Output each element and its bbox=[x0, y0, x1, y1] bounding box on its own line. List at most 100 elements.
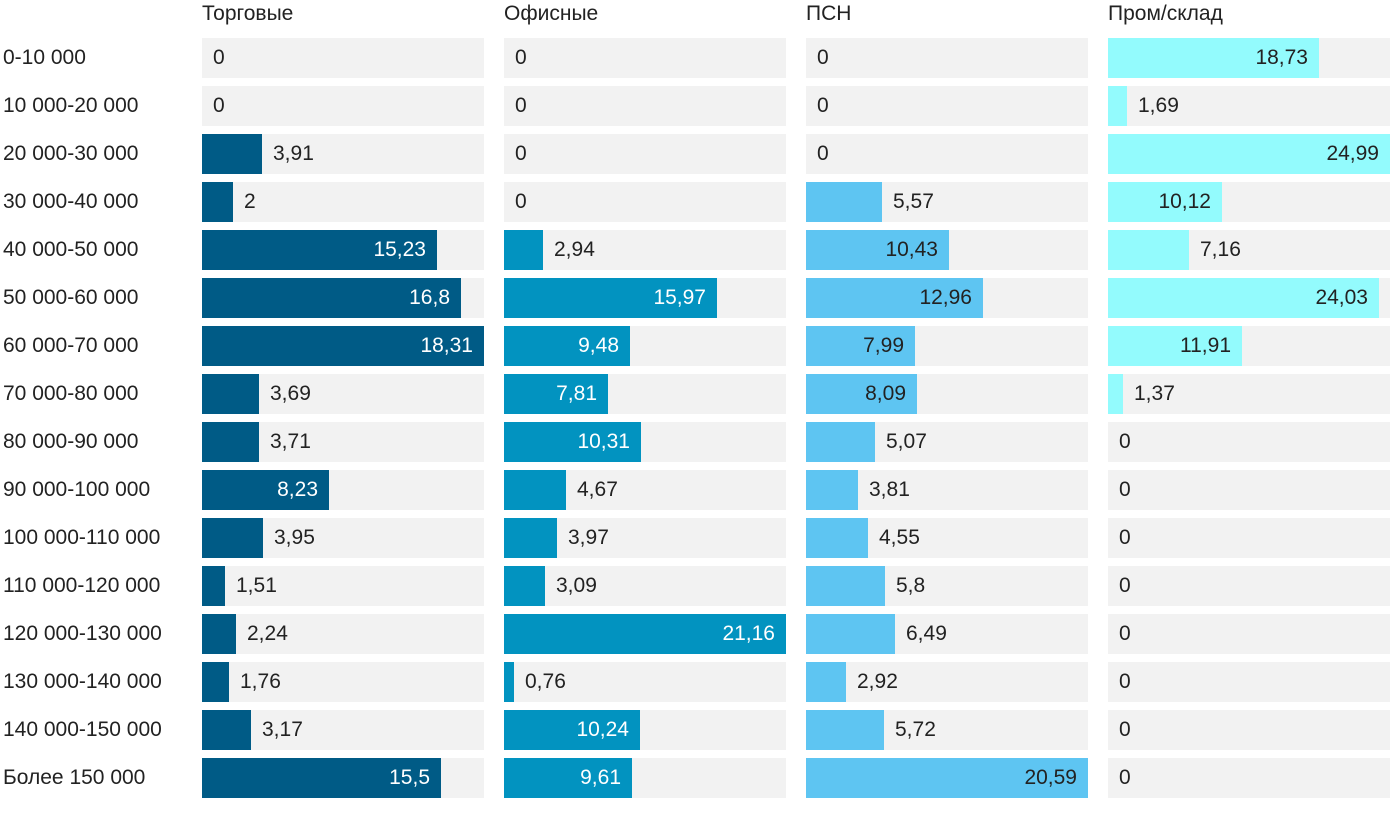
bar-track: 1,69 bbox=[1108, 86, 1390, 126]
bar bbox=[504, 230, 543, 270]
value-label: 6,49 bbox=[906, 622, 947, 645]
bar bbox=[1108, 230, 1189, 270]
value-label: 0 bbox=[515, 142, 527, 165]
bar bbox=[1108, 374, 1123, 414]
value-label: 4,55 bbox=[879, 526, 920, 549]
value-label: 2,92 bbox=[857, 670, 898, 693]
panel-title: Офисные bbox=[504, 2, 599, 25]
bar-track: 8,09 bbox=[806, 374, 1088, 414]
bar-track: 0 bbox=[504, 38, 786, 78]
bar bbox=[504, 758, 632, 798]
value-label: 3,17 bbox=[262, 718, 303, 741]
bar bbox=[504, 422, 641, 462]
category-label: 80 000-90 000 bbox=[3, 430, 139, 453]
bar-track: 9,48 bbox=[504, 326, 786, 366]
value-label: 10,12 bbox=[1158, 190, 1211, 213]
bar bbox=[504, 470, 566, 510]
bar bbox=[806, 710, 884, 750]
category-label: 60 000-70 000 bbox=[3, 334, 139, 357]
bar bbox=[1108, 86, 1127, 126]
bar-track: 0 bbox=[1108, 518, 1390, 558]
category-label: 130 000-140 000 bbox=[3, 670, 162, 693]
category-label: 120 000-130 000 bbox=[3, 622, 162, 645]
category-label: 40 000-50 000 bbox=[3, 238, 139, 261]
bar-track: 3,71 bbox=[202, 422, 484, 462]
category-label: Более 150 000 bbox=[3, 766, 146, 789]
value-label: 1,69 bbox=[1138, 94, 1179, 117]
bar-track: 5,72 bbox=[806, 710, 1088, 750]
value-label: 5,8 bbox=[896, 574, 926, 597]
bar bbox=[504, 710, 640, 750]
value-label: 2,94 bbox=[554, 238, 595, 261]
bar-track: 4,67 bbox=[504, 470, 786, 510]
value-label: 5,07 bbox=[886, 430, 927, 453]
value-label: 11,91 bbox=[1180, 334, 1231, 357]
bar-track: 0 bbox=[504, 182, 786, 222]
bar-track: 24,99 bbox=[1108, 134, 1390, 174]
value-label: 0 bbox=[213, 46, 225, 69]
category-label: 110 000-120 000 bbox=[3, 574, 161, 597]
value-label: 16,8 bbox=[409, 286, 450, 309]
bar-track: 0 bbox=[202, 38, 484, 78]
bar-track: 24,03 bbox=[1108, 278, 1390, 318]
category-label: 0-10 000 bbox=[3, 46, 86, 69]
value-label: 0 bbox=[1119, 766, 1131, 789]
bar-track: 12,96 bbox=[806, 278, 1088, 318]
bar-track: 2,24 bbox=[202, 614, 484, 654]
bar-track: 3,09 bbox=[504, 566, 786, 606]
value-label: 0,76 bbox=[525, 670, 566, 693]
bar bbox=[202, 374, 259, 414]
bar-track: 10,31 bbox=[504, 422, 786, 462]
bar-track: 3,17 bbox=[202, 710, 484, 750]
category-label: 20 000-30 000 bbox=[3, 142, 139, 165]
value-label: 3,97 bbox=[568, 526, 609, 549]
bar-track: 10,24 bbox=[504, 710, 786, 750]
bar-track: 1,37 bbox=[1108, 374, 1390, 414]
category-label: 90 000-100 000 bbox=[3, 478, 151, 501]
category-label: 100 000-110 000 bbox=[3, 526, 161, 549]
bar-track: 0 bbox=[806, 86, 1088, 126]
bar-track: 8,23 bbox=[202, 470, 484, 510]
bar-track: 11,91 bbox=[1108, 326, 1390, 366]
value-label: 0 bbox=[1119, 430, 1131, 453]
value-label: 10,31 bbox=[577, 430, 630, 453]
value-label: 3,95 bbox=[274, 526, 315, 549]
value-label: 9,61 bbox=[580, 766, 621, 789]
bar-track: 4,55 bbox=[806, 518, 1088, 558]
value-label: 3,91 bbox=[273, 142, 314, 165]
panel-title: Пром/склад bbox=[1108, 2, 1223, 25]
bar bbox=[202, 614, 236, 654]
bar bbox=[806, 326, 915, 366]
value-label: 0 bbox=[515, 190, 527, 213]
value-label: 0 bbox=[1119, 478, 1131, 501]
bar bbox=[202, 710, 251, 750]
value-label: 21,16 bbox=[722, 622, 775, 645]
bar bbox=[202, 326, 484, 366]
bar-track: 0,76 bbox=[504, 662, 786, 702]
bar-track: 10,43 bbox=[806, 230, 1088, 270]
bar-track: 2 bbox=[202, 182, 484, 222]
bar-track: 10,12 bbox=[1108, 182, 1390, 222]
panel-title: ПСН bbox=[806, 2, 852, 25]
bar bbox=[806, 422, 875, 462]
bar bbox=[1108, 38, 1319, 78]
value-label: 0 bbox=[515, 94, 527, 117]
bar bbox=[806, 182, 882, 222]
bar-track: 15,97 bbox=[504, 278, 786, 318]
bar-track: 20,59 bbox=[806, 758, 1088, 798]
value-label: 0 bbox=[515, 46, 527, 69]
bar bbox=[1108, 134, 1390, 174]
value-label: 7,99 bbox=[863, 334, 904, 357]
value-label: 5,57 bbox=[893, 190, 934, 213]
value-label: 0 bbox=[817, 46, 829, 69]
bar bbox=[202, 278, 461, 318]
bar bbox=[202, 518, 263, 558]
bar-track: 6,49 bbox=[806, 614, 1088, 654]
bar bbox=[504, 326, 630, 366]
category-label: 30 000-40 000 bbox=[3, 190, 139, 213]
bar-track: 18,31 bbox=[202, 326, 484, 366]
bar bbox=[806, 758, 1088, 798]
value-label: 3,71 bbox=[270, 430, 311, 453]
bar bbox=[806, 278, 983, 318]
bar bbox=[504, 662, 514, 702]
